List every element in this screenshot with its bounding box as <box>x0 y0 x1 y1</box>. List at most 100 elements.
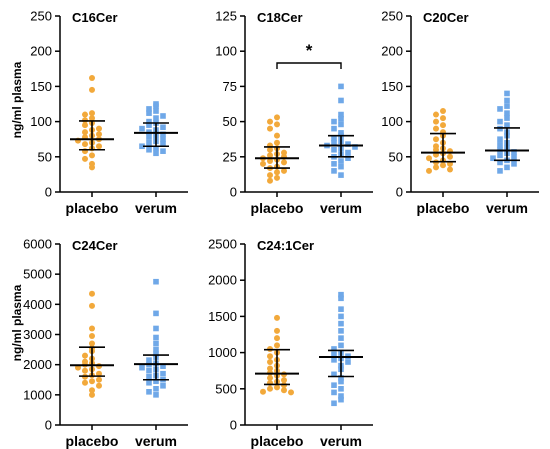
data-point-verum <box>153 325 159 332</box>
data-point-placebo <box>288 389 294 396</box>
category-label: placebo <box>251 200 304 216</box>
data-point-verum <box>504 115 510 121</box>
data-point-placebo <box>89 378 95 385</box>
y-tick-label: 150 <box>30 79 52 94</box>
data-point-placebo <box>281 387 287 394</box>
data-point-verum <box>153 108 159 114</box>
data-point-placebo <box>274 174 280 181</box>
data-point-placebo <box>447 166 453 173</box>
data-point-placebo <box>89 333 95 340</box>
data-point-verum <box>331 161 337 167</box>
data-point-verum <box>345 141 351 147</box>
data-point-verum <box>160 370 166 377</box>
data-point-verum <box>338 396 344 403</box>
data-point-verum <box>504 97 510 104</box>
category-label: verum <box>135 433 177 449</box>
data-point-placebo <box>82 111 88 118</box>
data-point-verum <box>146 110 152 116</box>
data-point-placebo <box>433 125 439 132</box>
data-point-placebo <box>96 376 102 383</box>
data-point-verum <box>146 134 152 140</box>
data-point-verum <box>504 90 510 97</box>
data-point-placebo <box>274 169 280 176</box>
y-tick-label: 50 <box>223 114 237 129</box>
data-point-placebo <box>433 111 439 118</box>
category-label: placebo <box>417 200 470 216</box>
data-point-verum <box>146 146 152 153</box>
data-point-placebo <box>281 167 287 174</box>
y-tick-label: 0 <box>396 185 403 200</box>
data-point-placebo <box>281 149 287 156</box>
data-point-placebo <box>274 327 280 334</box>
data-point-verum <box>153 145 159 152</box>
category-label: placebo <box>66 200 119 216</box>
data-point-placebo <box>274 114 280 121</box>
data-point-placebo <box>267 359 273 366</box>
data-point-placebo <box>96 370 102 377</box>
data-point-verum <box>331 146 337 153</box>
y-tick-label: 0 <box>230 185 237 200</box>
data-point-verum <box>338 115 344 122</box>
data-point-verum <box>153 150 159 157</box>
data-point-placebo <box>89 164 95 171</box>
y-axis-label-bottom: ng/ml plasma <box>10 284 24 361</box>
y-tick-label: 0 <box>45 418 52 433</box>
data-point-verum <box>338 378 344 385</box>
data-point-verum <box>153 103 159 109</box>
data-point-placebo <box>89 74 95 81</box>
data-point-verum <box>497 106 503 112</box>
data-point-verum <box>511 161 517 167</box>
data-point-verum <box>153 310 159 317</box>
data-point-verum <box>338 342 344 349</box>
data-point-verum <box>511 149 517 155</box>
y-tick-label: 6000 <box>23 237 52 252</box>
category-label: verum <box>135 200 177 216</box>
data-point-verum <box>146 106 152 112</box>
data-point-placebo <box>281 377 287 384</box>
data-point-verum <box>338 158 344 164</box>
data-point-placebo <box>267 118 273 125</box>
data-point-verum <box>331 139 337 146</box>
y-tick-label: 250 <box>30 9 52 24</box>
data-point-verum <box>338 83 344 90</box>
data-point-placebo <box>274 314 280 321</box>
data-point-verum <box>160 363 166 369</box>
data-point-verum <box>504 103 510 109</box>
data-point-verum <box>146 379 152 386</box>
data-point-placebo <box>82 352 88 359</box>
data-point-verum <box>153 340 159 347</box>
data-point-verum <box>338 335 344 341</box>
data-point-verum <box>160 124 166 131</box>
data-point-verum <box>331 168 337 174</box>
data-point-verum <box>160 141 166 147</box>
y-tick-label: 1000 <box>208 345 237 360</box>
data-point-placebo <box>433 136 439 143</box>
data-point-placebo <box>267 172 273 179</box>
data-point-verum <box>160 113 166 119</box>
data-point-placebo <box>260 388 266 395</box>
data-point-placebo <box>267 353 273 360</box>
data-point-verum <box>490 155 496 162</box>
data-point-verum <box>331 371 337 378</box>
data-point-verum <box>331 400 337 407</box>
data-point-verum <box>338 291 344 298</box>
y-tick-label: 2000 <box>23 357 52 372</box>
data-point-placebo <box>96 382 102 389</box>
data-point-verum <box>160 131 166 138</box>
data-point-verum <box>345 359 351 365</box>
y-tick-label: 50 <box>389 149 403 164</box>
data-point-placebo <box>267 125 273 132</box>
data-point-verum <box>139 143 145 150</box>
data-point-placebo <box>274 384 280 391</box>
data-point-placebo <box>267 374 273 381</box>
data-point-placebo <box>267 385 273 392</box>
data-point-verum <box>153 378 159 385</box>
data-point-placebo <box>82 141 88 148</box>
significance-label: * <box>306 41 313 60</box>
data-point-verum <box>153 346 159 353</box>
category-label: placebo <box>66 433 119 449</box>
data-point-verum <box>160 136 166 142</box>
data-point-placebo <box>96 125 102 132</box>
data-point-verum <box>338 375 344 381</box>
